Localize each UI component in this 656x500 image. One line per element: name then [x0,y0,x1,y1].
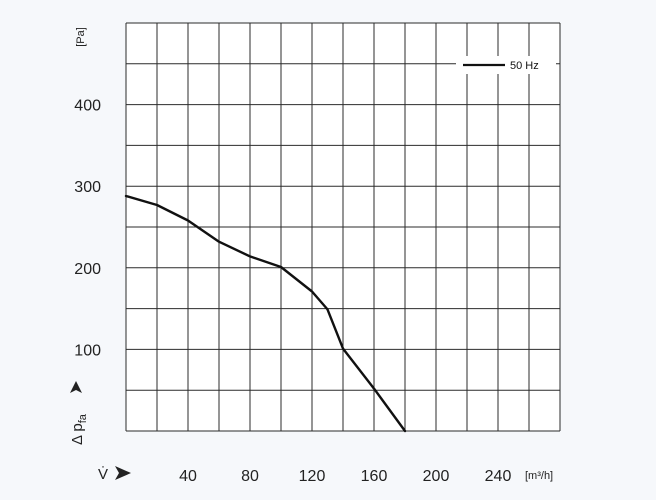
data-point [342,347,344,350]
data-point [280,266,282,268]
y-tick-label: 300 [74,179,101,196]
data-point [187,219,189,222]
x-tick-label: 40 [179,468,197,485]
legend-box [456,56,556,74]
y-axis-symbol-sub: fa [77,413,89,423]
data-point [326,308,329,311]
x-tick-label: 240 [485,468,512,485]
x-tick-label: 200 [423,468,450,485]
y-tick-label: 100 [74,342,101,359]
x-axis-symbol-label: V̇ [98,466,108,483]
x-axis-arrow-icon [115,466,131,480]
y-tick-label: 400 [74,98,101,115]
y-tick-label: 200 [74,261,101,278]
legend: 50 Hz [456,56,556,74]
data-point [311,290,313,293]
x-axis-symbol: V̇ [98,466,131,483]
grid [125,22,561,432]
data-point [156,204,158,206]
data-point [249,255,251,258]
x-tick-label: 160 [361,468,388,485]
data-point [125,195,127,197]
x-axis-unit: [m³/h] [525,470,553,482]
svg-text:Δ pfa: Δ pfa [69,413,89,445]
tick-labels: 100 200 300 400 40 80 120 160 200 240 [74,98,511,485]
y-axis-unit: [Pa] [75,27,87,47]
y-axis-symbol-main: Δ p [69,423,86,445]
data-point [218,240,220,243]
y-axis-symbol: Δ pfa [69,381,89,445]
x-tick-label: 80 [241,468,259,485]
data-point [373,387,375,390]
x-tick-label: 120 [299,468,326,485]
legend-label: 50 Hz [510,60,539,72]
data-point [404,430,406,432]
y-axis-arrow-icon [70,381,82,393]
series-layer [124,194,407,433]
